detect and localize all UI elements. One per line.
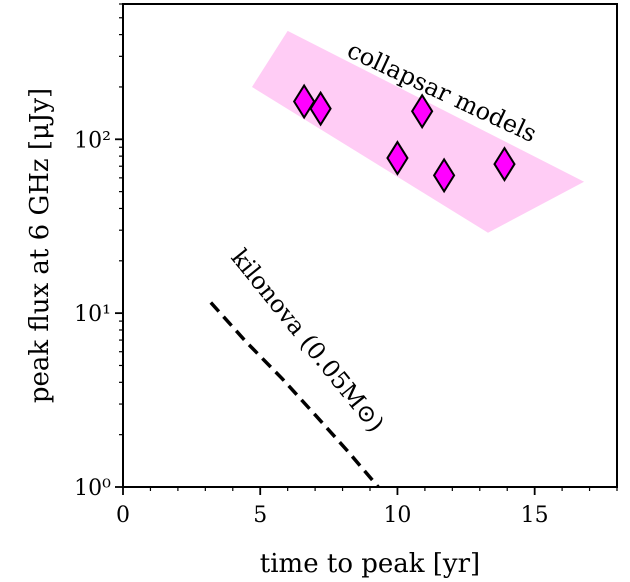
y-tick-label: 10² xyxy=(74,128,111,153)
kilonova-curve xyxy=(209,301,380,489)
data-point xyxy=(432,157,456,194)
x-tick-label: 5 xyxy=(253,503,267,528)
data-point xyxy=(410,93,434,130)
kilonova-curve-layer xyxy=(209,301,380,489)
y-tick-label: 10⁰ xyxy=(74,476,111,501)
x-tick-label: 10 xyxy=(383,503,411,528)
data-points-layer xyxy=(292,83,516,194)
y-tick-label: 10¹ xyxy=(74,302,111,327)
x-tick-label: 0 xyxy=(116,503,130,528)
x-axis-title: time to peak [yr] xyxy=(260,549,480,579)
data-point xyxy=(493,146,516,182)
data-point xyxy=(309,90,332,127)
labels-layer: 0 5 10 15 10⁰ 10¹ 10² xyxy=(74,128,548,528)
plot-frame xyxy=(122,3,618,488)
y-axis-title: peak flux at 6 GHz [μJy] xyxy=(25,88,55,403)
collapsar-band-layer xyxy=(251,30,585,233)
data-point xyxy=(386,140,409,176)
data-point xyxy=(292,83,316,120)
x-tick-label: 15 xyxy=(521,503,549,528)
collapsar-band xyxy=(251,30,585,233)
